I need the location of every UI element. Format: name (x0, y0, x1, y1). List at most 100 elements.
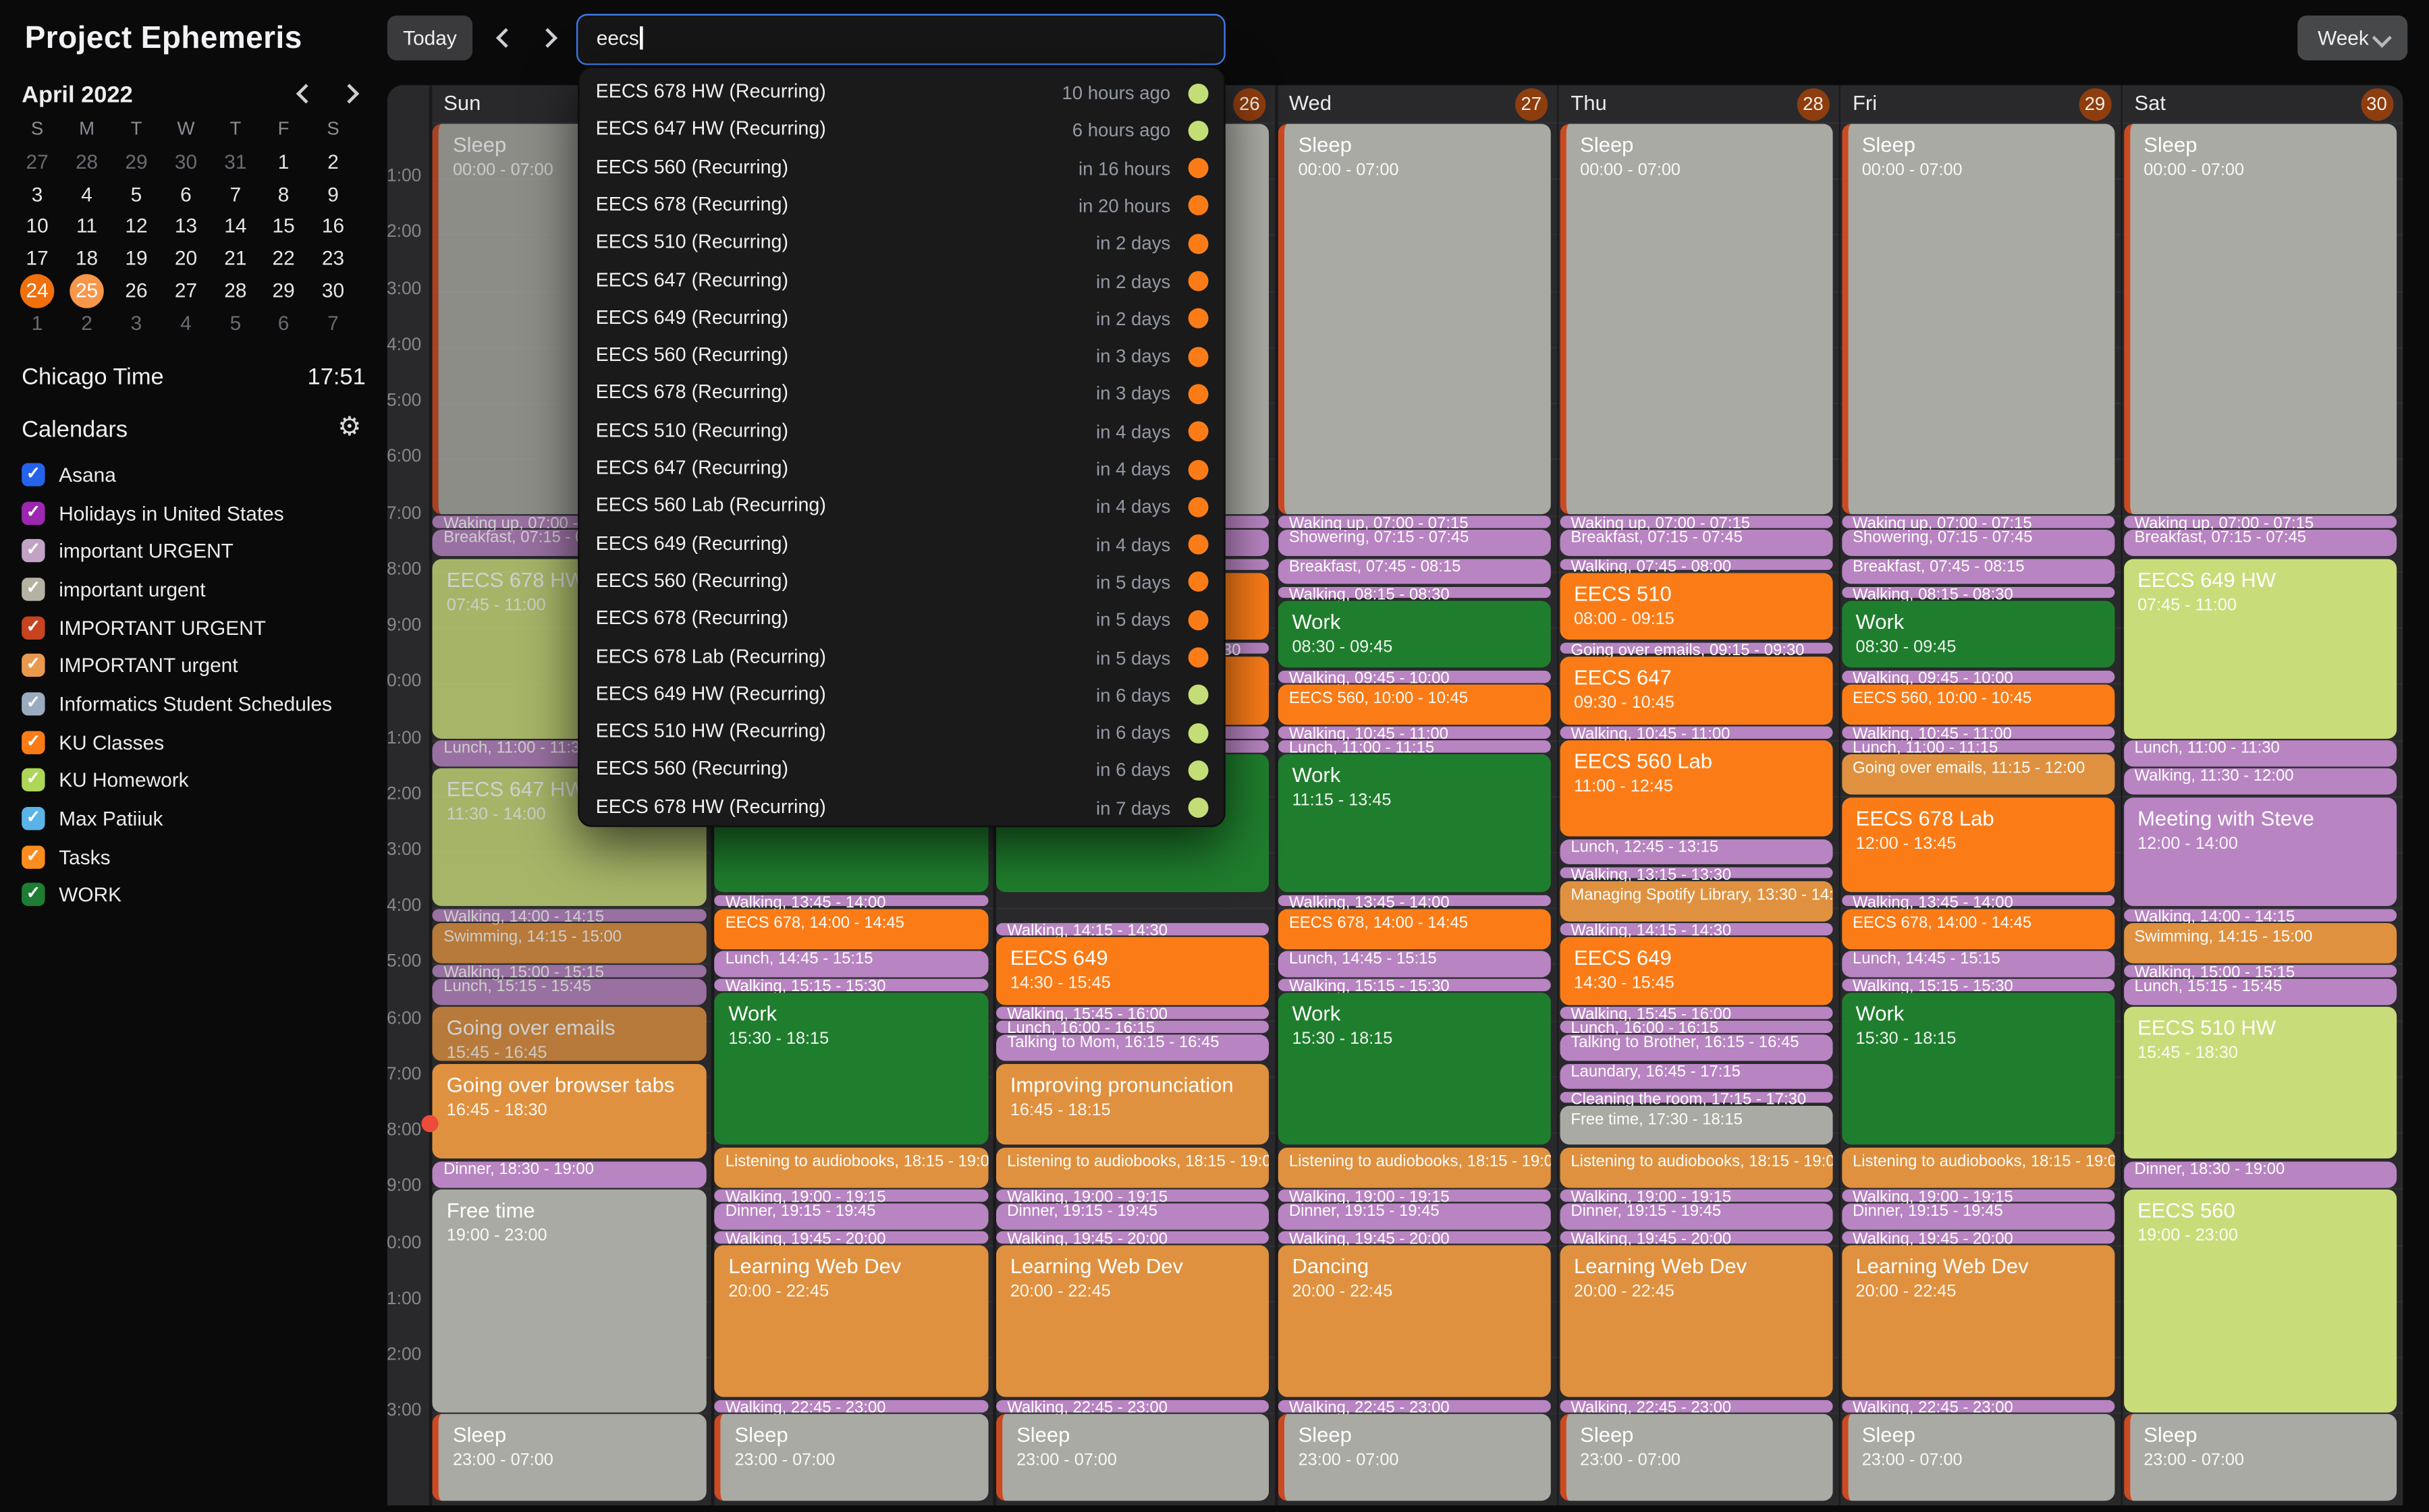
event-sleep[interactable]: Sleep 00:00 - 07:00 (1560, 123, 1834, 514)
event-walking[interactable]: Walking, 15:00 - 15:15 (433, 965, 707, 982)
mini-calendar-day[interactable]: 19 (125, 246, 148, 270)
mini-calendar-day[interactable]: 6 (180, 181, 192, 206)
event-walking[interactable]: Walking, 19:00 - 19:15 (1560, 1189, 1834, 1206)
mini-calendar-day[interactable]: 10 (26, 214, 49, 238)
event-work[interactable]: Work 15:30 - 18:15 (714, 993, 988, 1146)
calendar-checkbox[interactable]: ✓ (22, 539, 45, 563)
event-free-time[interactable]: Free time 19:00 - 23:00 (433, 1189, 707, 1412)
search-result-row[interactable]: EECS 647 (Recurring) in 4 days (578, 451, 1223, 488)
event-walking[interactable]: Walking, 19:45 - 20:00 (1841, 1231, 2115, 1249)
event-sleep[interactable]: Sleep 23:00 - 07:00 (996, 1413, 1270, 1502)
mini-calendar-day[interactable]: 22 (272, 246, 295, 270)
event-walking[interactable]: Walking, 11:30 - 12:00 (2123, 768, 2397, 795)
calendar-list-item[interactable]: ✓ IMPORTANT urgent (22, 652, 378, 683)
event-listening-to-audiobooks[interactable]: Listening to audiobooks, 18:15 - 19:00 (1560, 1147, 1834, 1187)
event-dinner[interactable]: Dinner, 18:30 - 19:00 (2123, 1161, 2397, 1187)
event-walking[interactable]: Walking, 13:45 - 14:00 (714, 895, 988, 912)
mini-calendar-day[interactable]: 26 (125, 279, 148, 302)
event-dinner[interactable]: Dinner, 19:15 - 19:45 (996, 1203, 1270, 1230)
event-lunch[interactable]: Lunch, 14:45 - 15:15 (714, 951, 988, 977)
calendar-list-item[interactable]: ✓ Max Patiiuk (22, 805, 378, 836)
mini-calendar-day[interactable]: 6 (277, 310, 290, 335)
gear-icon[interactable]: ⚙ (337, 412, 362, 442)
search-result-row[interactable]: EECS 560 Lab (Recurring) in 4 days (578, 488, 1223, 526)
search-result-row[interactable]: EECS 510 HW (Recurring) in 6 days (578, 714, 1223, 752)
event-walking[interactable]: Walking, 09:45 - 10:00 (1841, 670, 2115, 688)
event-work[interactable]: Work 15:30 - 18:15 (1278, 993, 1552, 1146)
event-walking[interactable]: Walking, 15:15 - 15:30 (1278, 979, 1552, 997)
event-walking[interactable]: Walking, 19:45 - 20:00 (1560, 1231, 1834, 1249)
calendar-list-item[interactable]: ✓ KU Classes (22, 729, 378, 760)
calendar-checkbox[interactable]: ✓ (22, 883, 45, 907)
mini-calendar-day[interactable]: 28 (75, 150, 99, 173)
event-learning-web-dev[interactable]: Learning Web Dev 20:00 - 22:45 (1841, 1245, 2115, 1398)
event-going-over-emails[interactable]: Going over emails, 09:15 - 09:30 (1560, 642, 1834, 660)
calendar-list-item[interactable]: ✓ IMPORTANT URGENT (22, 614, 378, 645)
calendar-list-item[interactable]: ✓ Informatics Student Schedules (22, 691, 378, 722)
event-waking-up[interactable]: Waking up, 07:00 - 07:15 (1560, 516, 1834, 533)
mini-calendar-day[interactable]: 15 (272, 214, 295, 238)
mini-calendar-prev-icon[interactable] (296, 84, 316, 104)
search-result-row[interactable]: EECS 647 (Recurring) in 2 days (578, 262, 1223, 300)
event-learning-web-dev[interactable]: Learning Web Dev 20:00 - 22:45 (714, 1245, 988, 1398)
calendar-checkbox[interactable]: ✓ (22, 654, 45, 677)
event-sleep[interactable]: Sleep 23:00 - 07:00 (1278, 1413, 1552, 1502)
event-walking[interactable]: Walking, 19:45 - 20:00 (714, 1231, 988, 1249)
search-result-row[interactable]: EECS 560 (Recurring) in 16 hours (578, 150, 1223, 188)
event-showering[interactable]: Showering, 07:15 - 07:45 (1841, 530, 2115, 557)
event-waking-up[interactable]: Waking up, 07:00 - 07:15 (1841, 516, 2115, 533)
event-dinner[interactable]: Dinner, 19:15 - 19:45 (1841, 1203, 2115, 1230)
calendar-list-item[interactable]: ✓ KU Homework (22, 767, 378, 798)
event-walking[interactable]: Walking, 10:45 - 11:00 (1841, 727, 2115, 744)
event-eecs-647[interactable]: EECS 647 09:30 - 10:45 (1560, 656, 1834, 725)
mini-calendar-day[interactable]: 13 (174, 214, 198, 238)
event-dinner[interactable]: Dinner, 18:30 - 19:00 (433, 1161, 707, 1187)
calendar-list-item[interactable]: ✓ Tasks (22, 843, 378, 874)
event-lunch[interactable]: Lunch, 12:45 - 13:15 (1560, 839, 1834, 865)
event-eecs-510[interactable]: EECS 510 08:00 - 09:15 (1560, 572, 1834, 640)
search-result-row[interactable]: EECS 678 (Recurring) in 3 days (578, 375, 1223, 413)
search-result-row[interactable]: EECS 649 (Recurring) in 4 days (578, 526, 1223, 564)
calendar-checkbox[interactable]: ✓ (22, 692, 45, 716)
mini-calendar-day[interactable]: 5 (130, 181, 142, 206)
event-listening-to-audiobooks[interactable]: Listening to audiobooks, 18:15 - 19:00 (996, 1147, 1270, 1187)
event-walking[interactable]: Walking, 15:45 - 16:00 (1560, 1007, 1834, 1024)
event-waking-up[interactable]: Waking up, 07:00 - 07:15 (1278, 516, 1552, 533)
event-walking[interactable]: Walking, 22:45 - 23:00 (714, 1400, 988, 1417)
mini-calendar-day[interactable]: 16 (321, 214, 345, 238)
mini-calendar-day[interactable]: 1 (31, 310, 43, 335)
event-walking[interactable]: Walking, 14:15 - 14:30 (1560, 923, 1834, 940)
event-breakfast[interactable]: Breakfast, 07:45 - 08:15 (1278, 558, 1552, 584)
event-dancing[interactable]: Dancing 20:00 - 22:45 (1278, 1245, 1552, 1398)
event-walking[interactable]: Walking, 14:00 - 14:15 (2123, 909, 2397, 926)
event-sleep[interactable]: Sleep 23:00 - 07:00 (2123, 1413, 2397, 1502)
mini-calendar-day[interactable]: 23 (321, 246, 345, 270)
calendar-list-item[interactable]: ✓ WORK (22, 881, 378, 912)
next-week-icon[interactable] (537, 28, 558, 48)
search-input[interactable]: eecs (576, 13, 1226, 65)
event-eecs-678-lab[interactable]: EECS 678 Lab 12:00 - 13:45 (1841, 797, 2115, 893)
prev-week-icon[interactable] (495, 28, 516, 48)
mini-calendar-next-icon[interactable] (339, 84, 360, 104)
event-walking[interactable]: Walking, 14:00 - 14:15 (433, 909, 707, 926)
event-sleep[interactable]: Sleep 23:00 - 07:00 (714, 1413, 988, 1502)
event-going-over-emails[interactable]: Going over emails 15:45 - 16:45 (433, 1007, 707, 1063)
event-talking-to-brother[interactable]: Talking to Brother, 16:15 - 16:45 (1560, 1035, 1834, 1061)
event-work[interactable]: Work 11:15 - 13:45 (1278, 754, 1552, 893)
mini-calendar-day[interactable]: 4 (81, 181, 92, 206)
event-swimming[interactable]: Swimming, 14:15 - 15:00 (433, 923, 707, 963)
mini-calendar-day[interactable]: 8 (277, 181, 290, 206)
event-lunch[interactable]: Lunch, 11:00 - 11:15 (1278, 740, 1552, 758)
event-eecs-560-lab[interactable]: EECS 560 Lab 11:00 - 12:45 (1560, 740, 1834, 837)
calendar-checkbox[interactable]: ✓ (22, 501, 45, 525)
event-lunch[interactable]: Lunch, 16:00 - 16:15 (1560, 1021, 1834, 1038)
event-walking[interactable]: Walking, 10:45 - 11:00 (1560, 727, 1834, 744)
search-result-row[interactable]: EECS 678 (Recurring) in 5 days (578, 601, 1223, 639)
event-lunch[interactable]: Lunch, 15:15 - 15:45 (433, 979, 707, 1005)
mini-calendar-day-selected[interactable]: 25 (63, 274, 110, 308)
search-result-row[interactable]: EECS 560 (Recurring) in 5 days (578, 563, 1223, 601)
event-walking[interactable]: Walking, 15:45 - 16:00 (996, 1007, 1270, 1024)
mini-calendar-day[interactable]: 30 (174, 150, 198, 173)
event-walking[interactable]: Walking, 19:45 - 20:00 (996, 1231, 1270, 1249)
search-result-row[interactable]: EECS 649 HW (Recurring) in 6 days (578, 677, 1223, 715)
